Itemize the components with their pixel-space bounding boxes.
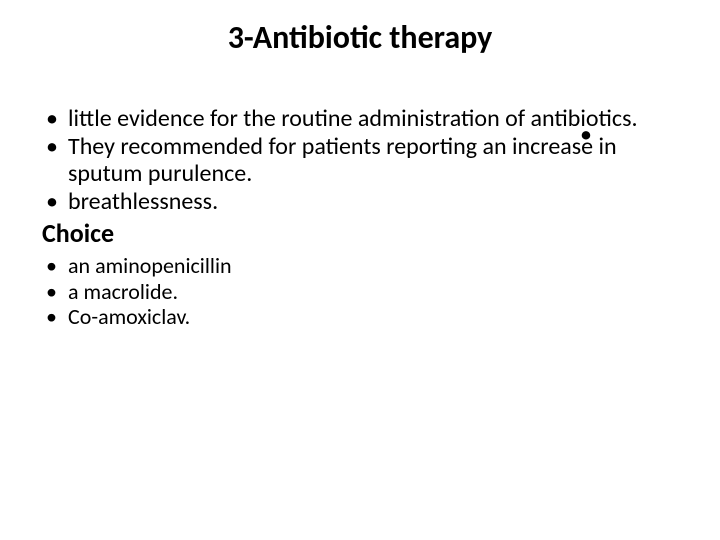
sub-bullet-list: an aminopenicillin a macrolide. Co-amoxi… <box>40 253 680 329</box>
bullet-text: an aminopenicillin <box>68 252 232 279</box>
slide-title: 3-Antibiotic therapy <box>40 18 680 57</box>
bullet-text: a macrolide. <box>68 278 178 305</box>
bullet-text: breathlessness. <box>68 187 218 216</box>
list-item: an aminopenicillin <box>40 253 680 278</box>
main-bullet-list: little evidence for the routine administ… <box>40 105 680 215</box>
bullet-text: Co-amoxiclav. <box>68 303 190 330</box>
slide: 3-Antibiotic therapy • little evidence f… <box>0 0 720 540</box>
list-item: little evidence for the routine administ… <box>40 105 680 133</box>
subheading-choice: Choice <box>40 217 680 249</box>
list-item: breathlessness. <box>40 188 680 216</box>
bullet-text: They recommended for patients reporting … <box>68 132 617 189</box>
list-item: They recommended for patients reporting … <box>40 133 680 188</box>
list-item: Co-amoxiclav. <box>40 304 680 329</box>
list-item: a macrolide. <box>40 279 680 304</box>
bullet-text: little evidence for the routine administ… <box>68 104 638 133</box>
